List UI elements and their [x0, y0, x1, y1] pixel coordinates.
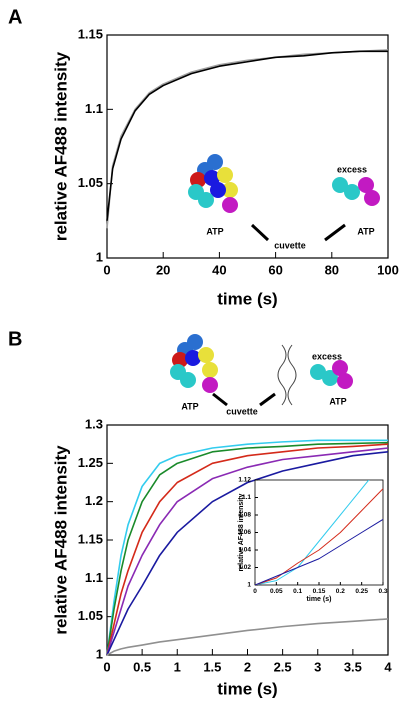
x-tick-label: 1 [174, 659, 181, 674]
panel-label: B [8, 328, 22, 350]
diagram-label: cuvette [274, 240, 306, 250]
y-tick-label: 1.06 [238, 529, 251, 536]
x-tick-label: 2 [244, 659, 251, 674]
y-tick-label: 1.1 [242, 494, 251, 501]
y-tick-label: 1.02 [238, 564, 251, 571]
series-line [255, 488, 383, 585]
y-tick-label: 1.15 [78, 531, 103, 546]
x-tick-label: 0 [103, 659, 110, 674]
y-tick-label: 1.1 [85, 570, 103, 585]
series-line [255, 518, 383, 585]
x-tick-label: 40 [212, 262, 226, 277]
x-tick-label: 0.2 [336, 588, 345, 595]
x-tick-label: 3 [314, 659, 321, 674]
y-tick-label: 1 [96, 646, 103, 661]
diagram-label: ATP [329, 396, 346, 406]
diagram-label: ATP [206, 226, 223, 236]
series-line [106, 439, 388, 656]
panel-label: A [8, 6, 22, 28]
y-tick-label: 1.3 [85, 416, 103, 431]
x-tick-label: 80 [325, 262, 339, 277]
protein-diagram-a [188, 154, 380, 242]
x-tick-label: 0.1 [293, 588, 302, 595]
protein-diagram-b [170, 334, 353, 407]
y-axis-title: relative AF488 intensity [51, 51, 70, 241]
y-tick-label: 1.15 [78, 26, 103, 41]
series-line [106, 49, 389, 229]
x-tick-label: 4 [384, 659, 392, 674]
y-tick-label: 1.04 [238, 547, 251, 554]
diagram-label: excess [312, 351, 342, 361]
series-line [106, 618, 389, 656]
x-tick-label: 0 [253, 588, 257, 595]
series-line [106, 441, 389, 656]
y-tick-label: 1.05 [78, 608, 103, 623]
diagram-label: cuvette [226, 406, 258, 416]
x-axis-title: time (s) [217, 679, 277, 698]
diagram-label: excess [337, 164, 367, 174]
series-line [106, 447, 389, 656]
series-line [255, 480, 370, 585]
y-axis-title: relative AF488 intensity [51, 445, 70, 635]
series-line [106, 451, 389, 656]
y-tick-label: 1.12 [238, 477, 251, 484]
plot-frame [106, 34, 389, 259]
x-tick-label: 20 [156, 262, 170, 277]
y-tick-label: 1.25 [78, 455, 103, 470]
series-line [106, 443, 389, 656]
series-line [106, 50, 388, 221]
y-tick-label: 1.2 [85, 493, 103, 508]
diagram-label: ATP [357, 226, 374, 236]
y-tick-label: 1.1 [85, 101, 103, 116]
x-tick-label: 0.3 [378, 588, 387, 595]
x-axis-title: time (s) [307, 596, 332, 603]
x-axis-title: time (s) [217, 289, 277, 308]
x-tick-label: 1.5 [203, 659, 221, 674]
x-tick-label: 60 [268, 262, 282, 277]
x-tick-label: 2.5 [274, 659, 292, 674]
y-axis-title: relative AF488 intensity [238, 493, 245, 571]
x-tick-label: 3.5 [344, 659, 362, 674]
x-tick-label: 0 [103, 262, 110, 277]
y-tick-label: 1.05 [78, 175, 103, 190]
y-tick-label: 1 [96, 249, 103, 264]
diagram-label: ATP [181, 401, 198, 411]
y-tick-label: 1 [247, 582, 251, 589]
x-tick-label: 0.5 [133, 659, 151, 674]
x-tick-label: 100 [377, 262, 399, 277]
x-tick-label: 0.15 [313, 588, 326, 595]
plot-frame [254, 479, 384, 586]
y-tick-label: 1.08 [238, 512, 251, 519]
x-tick-label: 0.05 [270, 588, 283, 595]
x-tick-label: 0.25 [355, 588, 368, 595]
